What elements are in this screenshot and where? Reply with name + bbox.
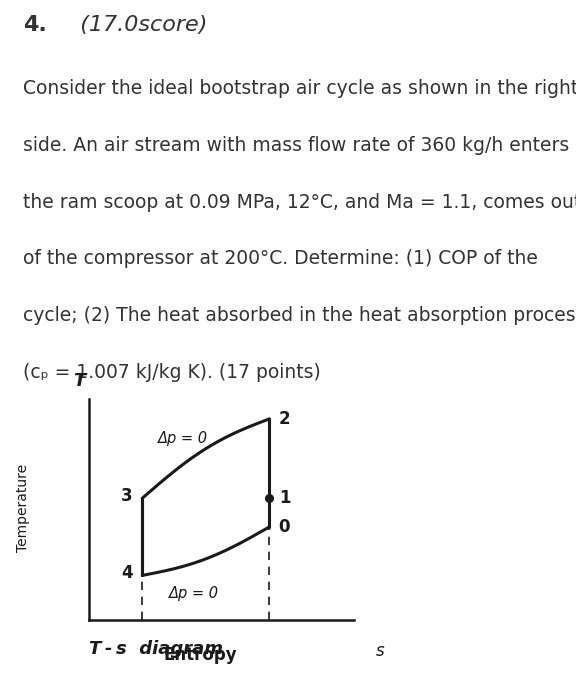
Text: 1: 1 [279,489,290,508]
Text: Temperature: Temperature [16,463,30,552]
Text: cycle; (2) The heat absorbed in the heat absorption process: cycle; (2) The heat absorbed in the heat… [23,306,576,326]
Text: the ram scoop at 0.09 MPa, 12°C, and Ma = 1.1, comes out: the ram scoop at 0.09 MPa, 12°C, and Ma … [23,193,576,212]
Text: Δp = 0: Δp = 0 [158,431,208,446]
Text: s: s [376,641,384,659]
Text: 0: 0 [279,518,290,536]
Text: side. An air stream with mass flow rate of 360 kg/h enters: side. An air stream with mass flow rate … [23,136,569,155]
Text: Entropy: Entropy [164,646,237,664]
Text: (cₚ = 1.007 kJ/kg K). (17 points): (cₚ = 1.007 kJ/kg K). (17 points) [23,363,321,382]
Text: T: T [73,372,86,390]
Text: Δp = 0: Δp = 0 [169,585,219,601]
Text: 2: 2 [279,410,290,428]
Text: (17.0score): (17.0score) [66,15,207,35]
Text: 4.: 4. [23,15,47,35]
Text: 3: 3 [122,487,133,505]
Text: 4: 4 [122,564,133,582]
Text: T - s  diagram: T - s diagram [89,640,223,659]
Text: Consider the ideal bootstrap air cycle as shown in the right: Consider the ideal bootstrap air cycle a… [23,79,576,99]
Text: of the compressor at 200°C. Determine: (1) COP of the: of the compressor at 200°C. Determine: (… [23,249,538,269]
